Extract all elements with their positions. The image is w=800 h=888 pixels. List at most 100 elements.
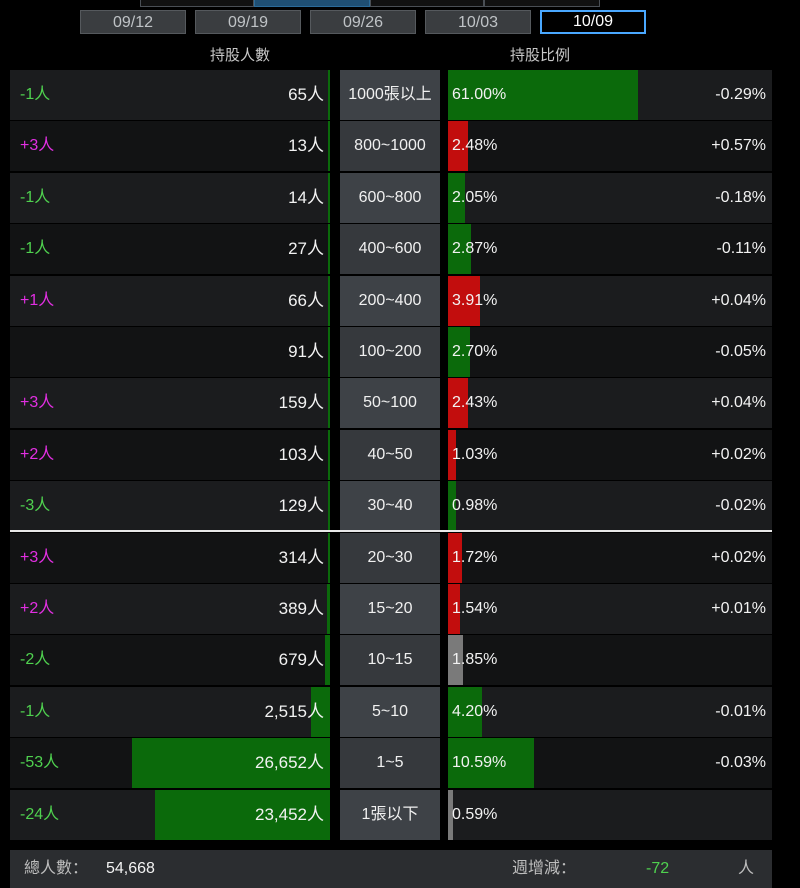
share-range-label: 30~40 xyxy=(340,481,440,532)
ratio-percent: 4.20% xyxy=(452,702,498,720)
table-row[interactable]: -2人 679人 10~15 1.85% xyxy=(10,635,772,686)
ratio-change: -0.18% xyxy=(715,188,766,206)
weekly-change-value: -72 xyxy=(646,860,670,877)
ratio-bar xyxy=(448,327,470,377)
top-tab-3[interactable] xyxy=(370,0,484,7)
table-row[interactable]: -1人 27人 400~600 2.87% -0.11% xyxy=(10,224,772,275)
table-row[interactable]: -3人 129人 30~40 0.98% -0.02% xyxy=(10,481,772,532)
ratio-percent: 1.72% xyxy=(452,548,498,566)
total-holders-value: 54,668 xyxy=(106,860,155,877)
table-row[interactable]: 91人 100~200 2.70% -0.05% xyxy=(10,327,772,378)
top-tab-4[interactable] xyxy=(484,0,600,7)
ratio-percent: 10.59% xyxy=(452,754,507,772)
table-row[interactable]: -1人 14人 600~800 2.05% -0.18% xyxy=(10,172,772,224)
share-range-label: 5~10 xyxy=(340,686,440,737)
holders-change: +3人 xyxy=(20,137,55,155)
holders-bar xyxy=(327,584,330,634)
share-range-label: 200~400 xyxy=(340,275,440,326)
table-row[interactable]: +3人 159人 50~100 2.43% +0.04% xyxy=(10,378,772,429)
ratio-bar xyxy=(448,429,456,480)
ratio-bar xyxy=(448,584,460,634)
ratio-percent: 1.85% xyxy=(452,651,498,669)
holders-change: -1人 xyxy=(20,188,51,206)
holders-bar xyxy=(328,172,330,223)
ratio-cell: 1.54% +0.01% xyxy=(448,584,772,634)
ratio-bar xyxy=(448,70,638,120)
ratio-bar xyxy=(448,532,462,583)
share-range-label: 20~30 xyxy=(340,532,440,583)
ratio-percent: 2.87% xyxy=(452,240,498,258)
holders-cell: 91人 xyxy=(10,327,330,377)
ratio-cell: 2.48% +0.57% xyxy=(448,121,772,172)
date-tab-0919[interactable]: 09/19 xyxy=(195,10,301,34)
ratio-percent: 61.00% xyxy=(452,86,507,103)
share-range-label: 40~50 xyxy=(340,429,440,480)
ratio-bar xyxy=(448,378,468,429)
holders-bar xyxy=(328,429,330,480)
ratio-change: -0.03% xyxy=(715,754,766,772)
holders-cell: +3人 159人 xyxy=(10,378,330,429)
holders-count: 103人 xyxy=(278,444,324,464)
ratio-change: +0.04% xyxy=(711,291,766,309)
holders-bar xyxy=(155,789,330,840)
ratio-change: +0.57% xyxy=(711,137,766,155)
table-row[interactable]: +3人 314人 20~30 1.72% +0.02% xyxy=(10,532,772,584)
table-row[interactable]: +1人 66人 200~400 3.91% +0.04% xyxy=(10,275,772,327)
share-range-label: 100~200 xyxy=(340,327,440,377)
holders-count: 14人 xyxy=(288,187,324,207)
date-tab-1009[interactable]: 10/09 xyxy=(540,10,646,34)
table-row[interactable]: -1人 65人 1000張以上 61.00% -0.29% xyxy=(10,70,772,121)
ratio-percent: 2.70% xyxy=(452,343,498,360)
holders-count: 159人 xyxy=(278,393,324,413)
ratio-percent: 1.54% xyxy=(452,600,498,617)
ratio-percent: 3.91% xyxy=(452,291,498,309)
table-row[interactable]: -24人 23,452人 1張以下 0.59% xyxy=(10,789,772,841)
total-holders-label: 總人數： xyxy=(24,860,89,877)
holders-change: -1人 xyxy=(20,86,51,103)
holders-count: 91人 xyxy=(288,342,324,361)
holders-cell: -1人 65人 xyxy=(10,70,330,120)
holders-change: -1人 xyxy=(20,702,51,720)
date-tab-0926[interactable]: 09/26 xyxy=(310,10,416,34)
ratio-cell: 4.20% -0.01% xyxy=(448,686,772,737)
top-tab-1[interactable] xyxy=(140,0,254,7)
table-row[interactable]: +2人 389人 15~20 1.54% +0.01% xyxy=(10,584,772,635)
ratio-change: -0.02% xyxy=(715,497,766,515)
date-tab-1003[interactable]: 10/03 xyxy=(425,10,531,34)
ratio-change: +0.01% xyxy=(711,600,766,617)
ratio-cell: 1.72% +0.02% xyxy=(448,532,772,583)
table-row[interactable]: -1人 2,515人 5~10 4.20% -0.01% xyxy=(10,686,772,738)
holders-count: 27人 xyxy=(288,239,324,259)
holders-cell: +2人 389人 xyxy=(10,584,330,634)
ratio-change: -0.01% xyxy=(715,702,766,720)
date-tab-0912[interactable]: 09/12 xyxy=(80,10,186,34)
share-range-label: 600~800 xyxy=(340,172,440,223)
weekly-change-unit: 人 xyxy=(738,860,755,877)
ratio-cell: 2.70% -0.05% xyxy=(448,327,772,377)
share-range-label: 15~20 xyxy=(340,584,440,634)
ratio-bar xyxy=(448,275,480,326)
holders-bar xyxy=(328,224,330,275)
ratio-percent: 1.03% xyxy=(452,445,498,463)
ratio-cell: 1.85% xyxy=(448,635,772,686)
holders-count: 2,515人 xyxy=(264,701,324,721)
holders-bar xyxy=(328,481,330,532)
table-row[interactable]: +3人 13人 800~1000 2.48% +0.57% xyxy=(10,121,772,172)
holders-cell: -3人 129人 xyxy=(10,481,330,532)
ratio-cell: 2.87% -0.11% xyxy=(448,224,772,275)
table-row[interactable]: -53人 26,652人 1~5 10.59% -0.03% xyxy=(10,738,772,789)
share-range-label: 1~5 xyxy=(340,738,440,789)
top-tab-2[interactable] xyxy=(254,0,370,7)
ratio-cell: 1.03% +0.02% xyxy=(448,429,772,480)
holders-bar xyxy=(325,635,330,686)
table-row[interactable]: +2人 103人 40~50 1.03% +0.02% xyxy=(10,429,772,481)
holders-change: -24人 xyxy=(20,805,60,823)
holders-cell: +1人 66人 xyxy=(10,275,330,326)
ratio-cell: 61.00% -0.29% xyxy=(448,70,772,120)
holders-cell: -2人 679人 xyxy=(10,635,330,686)
ratio-percent: 0.98% xyxy=(452,497,498,515)
ratio-change: -0.11% xyxy=(716,240,766,258)
holders-cell: -53人 26,652人 xyxy=(10,738,330,789)
ratio-percent: 0.59% xyxy=(452,805,498,823)
holders-change: +2人 xyxy=(20,445,55,463)
